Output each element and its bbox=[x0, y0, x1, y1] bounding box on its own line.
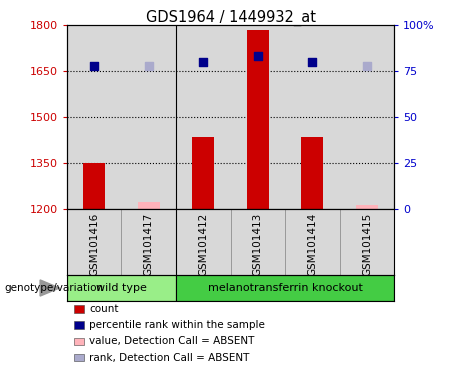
Bar bbox=[247, 30, 269, 209]
Text: rank, Detection Call = ABSENT: rank, Detection Call = ABSENT bbox=[89, 353, 250, 362]
Text: count: count bbox=[89, 304, 119, 314]
Text: GSM101415: GSM101415 bbox=[362, 213, 372, 276]
Text: GDS1964 / 1449932_at: GDS1964 / 1449932_at bbox=[146, 10, 315, 26]
Text: GSM101412: GSM101412 bbox=[198, 213, 208, 276]
Polygon shape bbox=[40, 280, 59, 296]
Point bbox=[309, 59, 316, 65]
Text: GSM101414: GSM101414 bbox=[307, 213, 317, 276]
Bar bbox=[67, 275, 176, 301]
Bar bbox=[138, 202, 160, 209]
Point bbox=[145, 63, 152, 69]
Point bbox=[363, 63, 371, 69]
Text: value, Detection Call = ABSENT: value, Detection Call = ABSENT bbox=[89, 336, 255, 346]
Bar bbox=[356, 205, 378, 209]
Text: melanotransferrin knockout: melanotransferrin knockout bbox=[207, 283, 362, 293]
Bar bbox=[176, 275, 394, 301]
Bar bbox=[301, 137, 323, 209]
Text: genotype/variation: genotype/variation bbox=[5, 283, 104, 293]
Point bbox=[90, 63, 98, 69]
Text: GSM101417: GSM101417 bbox=[144, 213, 154, 276]
Text: percentile rank within the sample: percentile rank within the sample bbox=[89, 320, 266, 330]
Point bbox=[254, 53, 261, 60]
Bar bbox=[192, 137, 214, 209]
Point bbox=[200, 59, 207, 65]
Bar bbox=[83, 163, 105, 209]
Text: wild type: wild type bbox=[96, 283, 147, 293]
Text: GSM101416: GSM101416 bbox=[89, 213, 99, 276]
Text: GSM101413: GSM101413 bbox=[253, 213, 263, 276]
